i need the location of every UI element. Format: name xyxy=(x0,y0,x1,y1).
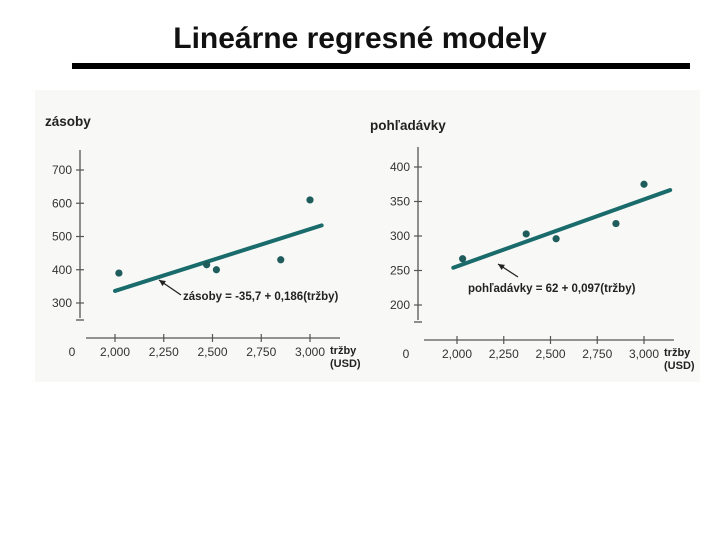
receivables-regression-equation: pohľadávky = 62 + 0,097(tržby) xyxy=(468,283,636,295)
receivables-data-point xyxy=(459,255,467,263)
inventory-y-axis-label: zásoby xyxy=(45,114,91,129)
receivables-x-axis-label: tržby xyxy=(664,347,691,359)
title-underline xyxy=(72,63,690,69)
inventory-x-axis-label: tržby xyxy=(330,345,357,357)
inventory-x-tick-label: 2,250 xyxy=(149,345,179,359)
inventory-data-point xyxy=(203,261,211,269)
receivables-data-point xyxy=(552,235,560,243)
receivables-data-point xyxy=(522,230,530,238)
receivables-y-tick-label: 300 xyxy=(390,229,410,243)
receivables-y-axis-label: pohľadávky xyxy=(370,118,446,133)
inventory-regression-line xyxy=(113,223,324,293)
receivables-equation-arrowhead xyxy=(498,264,505,270)
receivables-x-tick-label: 2,000 xyxy=(442,347,472,361)
inventory-x-tick-label: 3,000 xyxy=(295,345,325,359)
receivables-regression-chart: pohľadávky 200 250 300 350 400 0 2,000 2,250 2,50… xyxy=(362,90,700,382)
inventory-x-axis-unit: (USD) xyxy=(330,358,361,370)
receivables-y-tick-label: 350 xyxy=(390,195,410,209)
slide-title: Lineárne regresné modely xyxy=(173,22,547,55)
inventory-y-tick-label: 400 xyxy=(52,263,72,277)
receivables-y-tick-label: 400 xyxy=(390,160,410,174)
inventory-x-origin-label: 0 xyxy=(69,345,76,359)
receivables-x-tick-label: 2,750 xyxy=(582,347,612,361)
inventory-data-point xyxy=(212,266,220,274)
receivables-data-point xyxy=(640,180,648,188)
receivables-regression-line xyxy=(451,188,673,270)
inventory-data-point xyxy=(115,269,123,277)
receivables-x-origin-label: 0 xyxy=(403,347,410,361)
receivables-y-tick-label: 250 xyxy=(390,264,410,278)
inventory-regression-equation: zásoby = -35,7 + 0,186(tržby) xyxy=(183,291,338,303)
receivables-x-tick-label: 2,250 xyxy=(489,347,519,361)
inventory-y-tick-label: 300 xyxy=(52,296,72,310)
inventory-x-tick-label: 2,750 xyxy=(246,345,276,359)
receivables-x-tick-label: 2,500 xyxy=(535,347,565,361)
inventory-regression-chart: zásoby 300 400 500 600 700 0 2,000 2,250 2,500 2,7… xyxy=(35,90,385,382)
inventory-data-point xyxy=(277,256,285,264)
inventory-equation-arrowhead xyxy=(159,280,166,287)
receivables-y-tick-label: 200 xyxy=(390,298,410,312)
inventory-y-tick-label: 700 xyxy=(52,163,72,177)
inventory-x-tick-label: 2,500 xyxy=(197,345,227,359)
inventory-x-tick-label: 2,000 xyxy=(100,345,130,359)
inventory-y-tick-label: 600 xyxy=(52,196,72,210)
receivables-data-point xyxy=(612,219,620,228)
inventory-chart-svg: zásoby 300 400 500 600 700 0 2,000 2,250 2,500 2,7… xyxy=(45,114,361,370)
inventory-data-point xyxy=(306,196,314,204)
receivables-x-axis-unit: (USD) xyxy=(664,360,695,372)
receivables-chart-svg: pohľadávky 200 250 300 350 400 0 2,000 2,250 2,50… xyxy=(370,118,695,372)
inventory-y-tick-label: 500 xyxy=(52,230,72,244)
receivables-x-tick-label: 3,000 xyxy=(629,347,659,361)
